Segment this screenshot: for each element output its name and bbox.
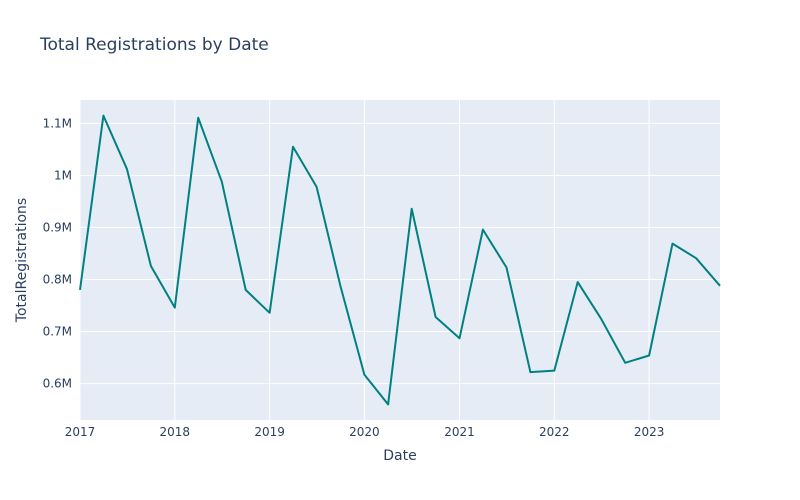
x-tick-label: 2022: [539, 425, 570, 439]
y-tick-label: 0.7M: [43, 325, 72, 339]
x-tick-label: 2018: [160, 425, 191, 439]
plot-area: [80, 100, 720, 420]
y-axis-title: TotalRegistrations: [14, 198, 30, 323]
grid-lines: [79, 100, 720, 420]
y-tick-label: 0.8M: [43, 273, 72, 287]
y-tick-label: 1.1M: [43, 116, 72, 130]
series-layer: [79, 114, 721, 406]
y-tick-label: 1M: [54, 168, 72, 182]
x-tick-labels: 2017 2018 2019 2020 2021 2022 2023: [65, 425, 665, 439]
y-tick-label: 0.9M: [43, 220, 72, 234]
x-tick-label: 2020: [349, 425, 380, 439]
y-tick-label: 0.6M: [43, 377, 72, 391]
series-line: [79, 114, 721, 406]
x-axis-title: Date: [383, 448, 416, 464]
chart-title: Total Registrations by Date: [39, 35, 269, 55]
x-tick-label: 2019: [254, 425, 285, 439]
y-tick-labels: 0.6M 0.7M 0.8M 0.9M 1M 1.1M: [43, 116, 72, 390]
x-tick-label: 2023: [634, 425, 665, 439]
x-tick-label: 2021: [444, 425, 475, 439]
x-tick-label: 2017: [65, 425, 96, 439]
